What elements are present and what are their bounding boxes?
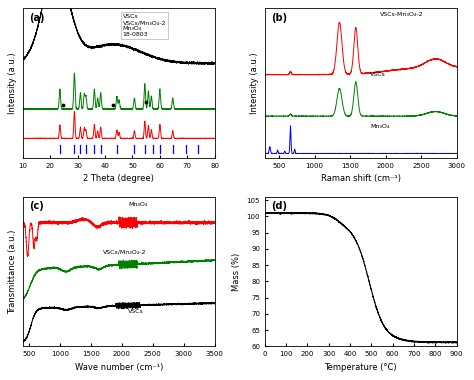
Y-axis label: Mass (%): Mass (%) (232, 252, 241, 291)
Text: VSCs: VSCs (370, 71, 386, 76)
Text: Mn₃O₄: Mn₃O₄ (370, 124, 390, 129)
Text: (a): (a) (28, 13, 44, 23)
X-axis label: 2 Theta (degree): 2 Theta (degree) (83, 174, 154, 183)
Text: VSCs/Mn₃O₄-2: VSCs/Mn₃O₄-2 (103, 250, 147, 255)
Text: VSCs: VSCs (128, 309, 144, 314)
Text: (c): (c) (28, 201, 44, 211)
Y-axis label: Intensity (a.u.): Intensity (a.u.) (9, 52, 18, 114)
Text: (b): (b) (271, 13, 287, 23)
Y-axis label: Transmittance (a.u.): Transmittance (a.u.) (9, 230, 18, 314)
Text: VSCs-Mn₃O₄-2: VSCs-Mn₃O₄-2 (380, 12, 424, 17)
X-axis label: Temperature (°C): Temperature (°C) (325, 363, 397, 372)
Text: Mn₃O₄: Mn₃O₄ (128, 202, 148, 207)
X-axis label: Wave number (cm⁻¹): Wave number (cm⁻¹) (74, 363, 163, 372)
Y-axis label: Intensity (a.u.): Intensity (a.u.) (250, 52, 259, 114)
Text: VSCs
VSCs/Mn₃O₄-2
Mn₃O₄
18-0803: VSCs VSCs/Mn₃O₄-2 Mn₃O₄ 18-0803 (123, 14, 166, 37)
Text: (d): (d) (271, 201, 287, 211)
X-axis label: Raman shift (cm⁻¹): Raman shift (cm⁻¹) (321, 174, 401, 183)
